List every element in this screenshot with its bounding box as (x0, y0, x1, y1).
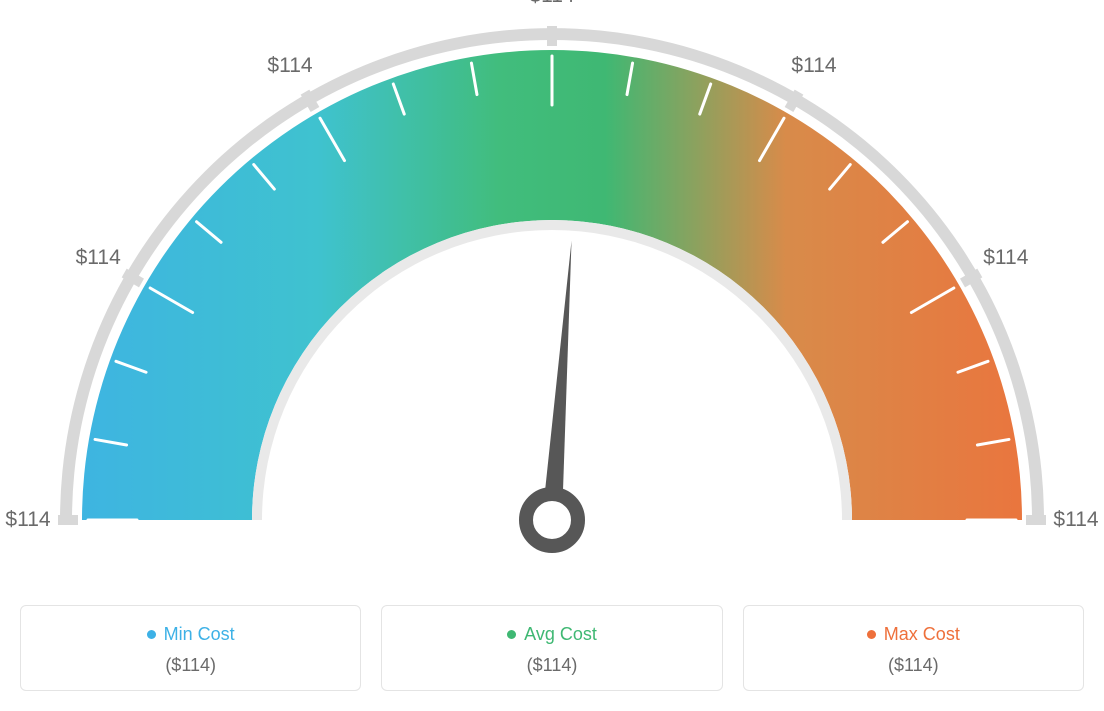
legend-card-min: Min Cost ($114) (20, 605, 361, 691)
legend-card-max: Max Cost ($114) (743, 605, 1084, 691)
tick-label: $114 (76, 246, 121, 270)
legend-title-max: Max Cost (867, 624, 960, 645)
tick-label: $114 (791, 54, 836, 78)
gauge-needle (526, 241, 578, 546)
legend-title-min: Min Cost (147, 624, 235, 645)
legend-card-avg: Avg Cost ($114) (381, 605, 722, 691)
dot-icon (147, 630, 156, 639)
dot-icon (867, 630, 876, 639)
legend-title-avg: Avg Cost (507, 624, 597, 645)
gauge-svg (20, 20, 1084, 580)
dot-icon (507, 630, 516, 639)
legend-value: ($114) (392, 655, 711, 676)
tick-label: $114 (5, 508, 50, 532)
legend-value: ($114) (31, 655, 350, 676)
legend-row: Min Cost ($114) Avg Cost ($114) Max Cost… (20, 605, 1084, 691)
tick-label: $114 (1053, 508, 1098, 532)
tick-label: $114 (983, 246, 1028, 270)
tick-label: $114 (267, 54, 312, 78)
tick-label: $114 (529, 0, 574, 8)
legend-label: Max Cost (884, 624, 960, 645)
legend-label: Avg Cost (524, 624, 597, 645)
legend-value: ($114) (754, 655, 1073, 676)
gauge-chart: $114$114$114$114$114$114$114 (20, 20, 1084, 585)
legend-label: Min Cost (164, 624, 235, 645)
